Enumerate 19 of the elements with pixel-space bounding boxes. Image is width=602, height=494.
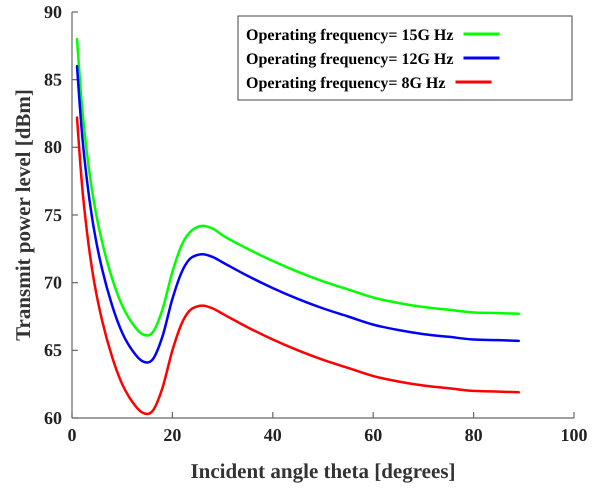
legend-label: Operating frequency= 15G Hz [246, 27, 454, 44]
x-tick-label: 40 [264, 424, 282, 445]
y-tick-label: 70 [44, 272, 62, 292]
legend-label: Operating frequency= 8G Hz [246, 75, 446, 92]
x-tick-label: 0 [68, 424, 76, 445]
x-axis-title: Incident angle theta [degrees] [190, 459, 456, 483]
y-tick-label: 75 [44, 204, 62, 225]
y-tick-label: 65 [44, 340, 62, 360]
x-tick-label: 60 [364, 424, 382, 445]
y-tick-label: 90 [44, 2, 62, 22]
legend-label: Operating frequency= 12G Hz [246, 51, 454, 68]
y-axis-title: Transmit power level [dBm] [11, 89, 35, 341]
x-tick-label: 80 [464, 424, 483, 445]
y-tick-label: 60 [44, 408, 62, 428]
y-tick-label: 85 [44, 69, 62, 90]
x-tick-label: 20 [163, 424, 182, 445]
line-series [76, 116, 520, 416]
x-tick-label: 100 [560, 424, 588, 445]
y-tick-label: 80 [44, 137, 62, 158]
